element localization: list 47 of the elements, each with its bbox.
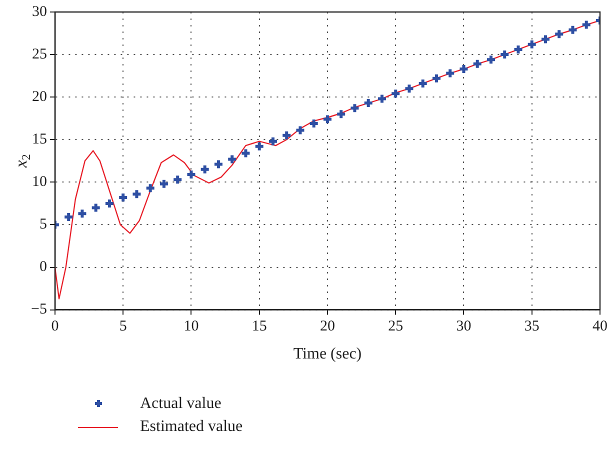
- point: [404, 83, 415, 94]
- point: [144, 182, 156, 194]
- legend-label: Estimated value: [140, 417, 243, 437]
- point: [90, 202, 102, 214]
- x-tick-label: 15: [252, 318, 267, 335]
- point: [172, 174, 184, 186]
- y-tick-label: 10: [32, 174, 47, 190]
- point: [199, 164, 210, 175]
- point: [580, 19, 592, 30]
- point: [567, 24, 578, 36]
- x-tick-label: 10: [184, 318, 199, 335]
- legend-label: Actual value: [140, 394, 222, 414]
- x-tick-label: 35: [524, 318, 540, 335]
- x-tick-label: 20: [320, 318, 335, 335]
- x-tick-label: 40: [592, 318, 608, 335]
- point: [444, 68, 456, 79]
- point: [226, 154, 238, 165]
- point: [322, 114, 333, 125]
- point: [281, 130, 292, 141]
- point: [336, 108, 347, 120]
- point: [158, 178, 170, 190]
- y-tick-label: 30: [32, 4, 47, 20]
- point: [131, 188, 142, 200]
- point: [390, 88, 402, 100]
- x-tick-label: 25: [388, 318, 404, 335]
- y-tick-label: 5: [39, 216, 47, 233]
- point: [376, 93, 388, 104]
- y-tick-label: 0: [39, 259, 47, 276]
- point: [554, 28, 565, 40]
- x-tick-label: 30: [456, 318, 472, 335]
- point: [472, 58, 483, 70]
- point: [526, 38, 538, 50]
- x-tick-label: 5: [119, 318, 127, 335]
- y-tick-label: −5: [30, 302, 47, 318]
- y-tick-label: 15: [32, 132, 47, 148]
- point: [76, 208, 88, 220]
- point: [349, 102, 360, 114]
- point: [267, 136, 278, 147]
- point: [240, 148, 252, 159]
- x-tick-label: 0: [51, 318, 59, 335]
- x-axis-title: Time (sec): [293, 346, 362, 363]
- point: [254, 140, 265, 152]
- y-tick-label: 20: [32, 89, 47, 106]
- y-tick-label: 25: [32, 46, 47, 62]
- point: [212, 158, 224, 170]
- y-axis-title: x2: [11, 154, 34, 169]
- point: [294, 124, 306, 136]
